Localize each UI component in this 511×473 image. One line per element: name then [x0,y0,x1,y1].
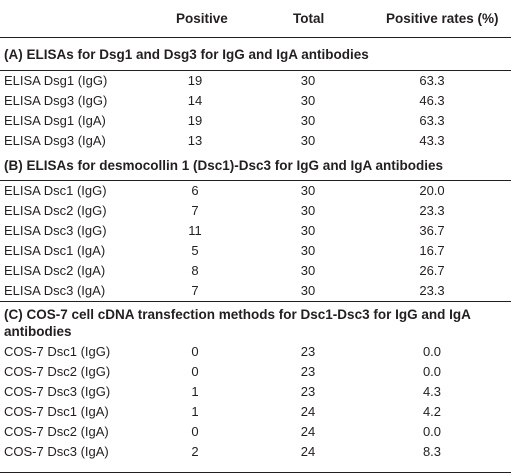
row-rate: 23.3 [419,283,445,298]
row-rate: 26.7 [419,263,445,278]
row-total: 24 [300,444,316,459]
row-label: ELISA Dsg1 (IgG) [4,73,108,88]
row-positive: 6 [191,183,199,198]
row-total: 24 [300,424,316,439]
header-positive-rates: Positive rates (%) [386,11,499,26]
row-rate: 8.3 [422,444,442,459]
row-rate: 36.7 [419,223,445,238]
header-divider [0,37,511,38]
row-label: ELISA Dsg3 (IgG) [4,93,108,108]
row-rate: 43.3 [419,133,445,148]
section-c-divider [0,301,511,302]
section-c-title-line1: (C) COS-7 cell cDNA transfection methods… [4,307,471,322]
table-row: COS-7 Dsc3 (IgG) 1 23 4.3 [0,382,511,402]
row-total: 24 [300,404,316,419]
row-label: ELISA Dsc2 (IgG) [4,203,107,218]
table-row: ELISA Dsc3 (IgA) 7 30 23.3 [0,281,511,301]
row-positive: 5 [191,243,199,258]
row-total: 30 [300,223,316,238]
section-c-title: (C) COS-7 cell cDNA transfection methods… [4,306,471,340]
row-positive: 19 [187,113,203,128]
row-rate: 4.2 [422,404,442,419]
row-positive: 19 [187,73,203,88]
row-total: 30 [300,263,316,278]
section-b-divider [0,180,511,181]
row-rate: 0.0 [422,424,442,439]
section-a-divider [0,70,511,71]
row-total: 23 [300,364,316,379]
row-label: ELISA Dsg1 (IgA) [4,113,106,128]
table-row: ELISA Dsg3 (IgG) 14 30 46.3 [0,91,511,111]
row-positive: 2 [191,444,199,459]
row-total: 30 [300,93,316,108]
row-label: COS-7 Dsc3 (IgA) [4,444,109,459]
section-b-title: (B) ELISAs for desmocollin 1 (Dsc1)-Dsc3… [4,158,444,173]
row-rate: 4.3 [422,384,442,399]
row-label: ELISA Dsc2 (IgA) [4,263,106,278]
row-total: 23 [300,384,316,399]
table-row: ELISA Dsg1 (IgG) 19 30 63.3 [0,71,511,91]
table-row: ELISA Dsc2 (IgA) 8 30 26.7 [0,261,511,281]
row-total: 30 [300,243,316,258]
table-row: ELISA Dsc2 (IgG) 7 30 23.3 [0,201,511,221]
row-rate: 20.0 [419,183,445,198]
row-positive: 1 [191,404,199,419]
row-label: COS-7 Dsc3 (IgG) [4,384,111,399]
row-positive: 1 [191,384,199,399]
table-row: COS-7 Dsc3 (IgA) 2 24 8.3 [0,442,511,462]
row-total: 23 [300,344,316,359]
row-positive: 13 [187,133,203,148]
row-positive: 0 [191,344,199,359]
row-label: COS-7 Dsc1 (IgG) [4,344,111,359]
table-row: ELISA Dsc1 (IgA) 5 30 16.7 [0,241,511,261]
row-rate: 46.3 [419,93,445,108]
row-positive: 7 [191,283,199,298]
row-label: COS-7 Dsc2 (IgA) [4,424,109,439]
row-label: COS-7 Dsc1 (IgA) [4,404,109,419]
row-rate: 63.3 [419,73,445,88]
row-label: ELISA Dsc3 (IgA) [4,283,106,298]
table-row: COS-7 Dsc2 (IgG) 0 23 0.0 [0,362,511,382]
row-total: 30 [300,283,316,298]
row-total: 30 [300,203,316,218]
row-positive: 7 [191,203,199,218]
row-label: ELISA Dsc1 (IgG) [4,183,107,198]
row-label: ELISA Dsc3 (IgG) [4,223,107,238]
row-label: COS-7 Dsc2 (IgG) [4,364,111,379]
row-positive: 14 [187,93,203,108]
row-positive: 0 [191,424,199,439]
row-label: ELISA Dsc1 (IgA) [4,243,106,258]
header-positive: Positive [176,11,228,26]
section-a-title: (A) ELISAs for Dsg1 and Dsg3 for IgG and… [4,47,369,62]
row-positive: 11 [188,223,202,238]
row-total: 30 [300,113,316,128]
row-label: ELISA Dsg3 (IgA) [4,133,106,148]
header-total: Total [293,11,325,26]
table-row: ELISA Dsg1 (IgA) 19 30 63.3 [0,111,511,131]
row-total: 30 [300,133,316,148]
table-row: ELISA Dsc1 (IgG) 6 30 20.0 [0,181,511,201]
row-positive: 0 [191,364,199,379]
row-total: 30 [300,73,316,88]
section-c-title-line2: antibodies [4,324,72,339]
row-rate: 23.3 [419,203,445,218]
table-row: COS-7 Dsc1 (IgA) 1 24 4.2 [0,402,511,422]
table-row: ELISA Dsc3 (IgG) 11 30 36.7 [0,221,511,241]
table-row: COS-7 Dsc2 (IgA) 0 24 0.0 [0,422,511,442]
row-rate: 0.0 [422,364,442,379]
row-rate: 0.0 [422,344,442,359]
row-positive: 8 [191,263,199,278]
table-row: COS-7 Dsc1 (IgG) 0 23 0.0 [0,342,511,362]
row-total: 30 [300,183,316,198]
row-rate: 63.3 [419,113,445,128]
table-row: ELISA Dsg3 (IgA) 13 30 43.3 [0,131,511,151]
row-rate: 16.7 [419,243,445,258]
